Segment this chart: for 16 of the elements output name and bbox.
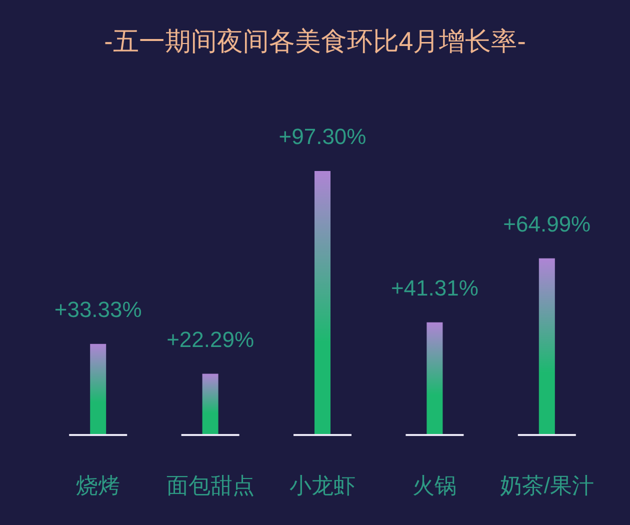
x-tick-label: 烧烤 [76, 473, 120, 498]
bar [90, 344, 106, 434]
data-label: +22.29% [166, 326, 254, 352]
x-tick-label: 面包甜点 [166, 473, 254, 498]
x-tick-label: 火锅 [412, 473, 457, 498]
x-tick-label: 奶茶/果汁 [500, 473, 594, 498]
bar [538, 258, 555, 434]
data-label: +97.30% [278, 124, 366, 149]
data-label: +64.99% [503, 211, 591, 236]
bar [202, 374, 218, 434]
data-label: +33.33% [54, 296, 142, 322]
bar [426, 322, 443, 434]
x-tick-label: 小龙虾 [290, 473, 356, 498]
bar [314, 171, 330, 434]
chart-title: -五一期间夜间各美食环比4月增长率- [104, 26, 526, 56]
data-label: +41.31% [390, 275, 478, 300]
